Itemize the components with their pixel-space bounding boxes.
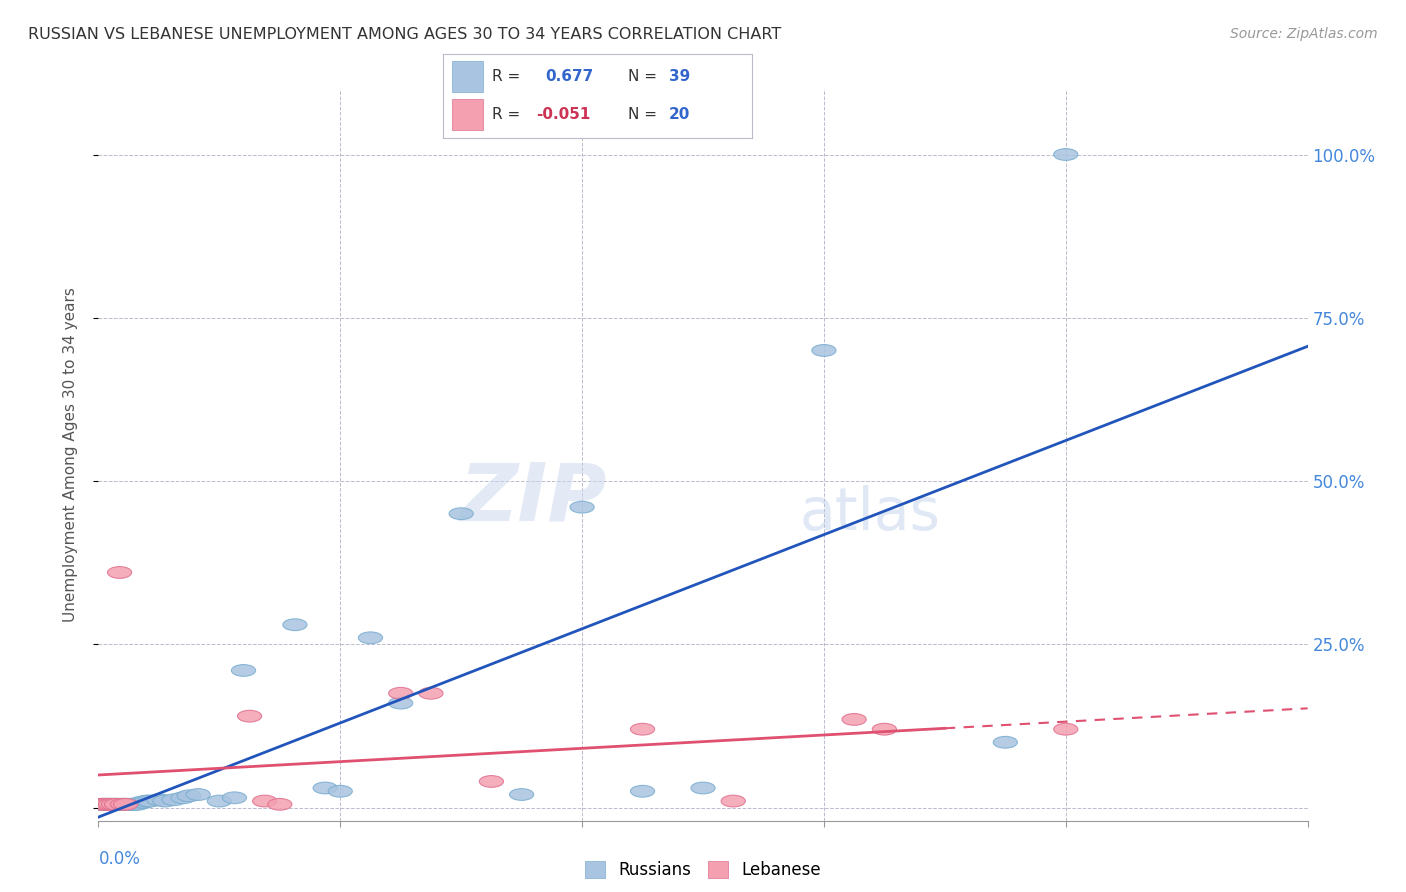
Ellipse shape xyxy=(125,798,150,810)
Text: -0.051: -0.051 xyxy=(536,107,591,122)
Ellipse shape xyxy=(419,688,443,699)
Text: R =: R = xyxy=(492,69,520,84)
Ellipse shape xyxy=(129,797,153,808)
Ellipse shape xyxy=(114,798,138,810)
Ellipse shape xyxy=(569,501,595,513)
Ellipse shape xyxy=(107,798,132,810)
Ellipse shape xyxy=(96,798,120,810)
Ellipse shape xyxy=(104,798,129,810)
Ellipse shape xyxy=(721,795,745,807)
Ellipse shape xyxy=(122,798,146,810)
Ellipse shape xyxy=(359,632,382,644)
Ellipse shape xyxy=(104,798,129,810)
Ellipse shape xyxy=(811,344,837,356)
Ellipse shape xyxy=(993,737,1018,748)
Ellipse shape xyxy=(96,798,120,810)
Text: N =: N = xyxy=(628,69,658,84)
Legend: Russians, Lebanese: Russians, Lebanese xyxy=(578,854,828,886)
Ellipse shape xyxy=(162,794,186,805)
Bar xyxy=(453,62,484,92)
Ellipse shape xyxy=(153,795,177,807)
Ellipse shape xyxy=(479,775,503,788)
Ellipse shape xyxy=(232,665,256,676)
Bar xyxy=(453,99,484,130)
Ellipse shape xyxy=(98,798,122,810)
Ellipse shape xyxy=(114,798,138,810)
Ellipse shape xyxy=(101,798,125,810)
Ellipse shape xyxy=(314,782,337,794)
Ellipse shape xyxy=(186,789,211,800)
Ellipse shape xyxy=(630,785,655,797)
Ellipse shape xyxy=(1053,149,1078,161)
Ellipse shape xyxy=(98,798,122,810)
Ellipse shape xyxy=(1053,723,1078,735)
Y-axis label: Unemployment Among Ages 30 to 34 years: Unemployment Among Ages 30 to 34 years xyxy=(63,287,77,623)
Ellipse shape xyxy=(138,795,162,807)
Ellipse shape xyxy=(388,688,413,699)
Ellipse shape xyxy=(222,792,246,804)
Text: Source: ZipAtlas.com: Source: ZipAtlas.com xyxy=(1230,27,1378,41)
Ellipse shape xyxy=(111,798,135,810)
Ellipse shape xyxy=(135,795,159,807)
Ellipse shape xyxy=(93,798,117,810)
Ellipse shape xyxy=(90,798,114,810)
Text: 0.677: 0.677 xyxy=(546,69,593,84)
Ellipse shape xyxy=(177,790,201,802)
Text: RUSSIAN VS LEBANESE UNEMPLOYMENT AMONG AGES 30 TO 34 YEARS CORRELATION CHART: RUSSIAN VS LEBANESE UNEMPLOYMENT AMONG A… xyxy=(28,27,782,42)
Ellipse shape xyxy=(107,566,132,578)
Text: ZIP: ZIP xyxy=(458,459,606,538)
Ellipse shape xyxy=(120,798,143,810)
Ellipse shape xyxy=(253,795,277,807)
Ellipse shape xyxy=(132,797,156,808)
Ellipse shape xyxy=(630,723,655,735)
Ellipse shape xyxy=(93,798,117,810)
Ellipse shape xyxy=(238,710,262,722)
Ellipse shape xyxy=(207,795,232,807)
Ellipse shape xyxy=(509,789,534,800)
Ellipse shape xyxy=(388,698,413,709)
Ellipse shape xyxy=(449,508,474,519)
Ellipse shape xyxy=(690,782,716,794)
Text: 39: 39 xyxy=(669,69,690,84)
Ellipse shape xyxy=(101,798,125,810)
Ellipse shape xyxy=(842,714,866,725)
Text: N =: N = xyxy=(628,107,658,122)
Ellipse shape xyxy=(283,619,307,631)
Text: R =: R = xyxy=(492,107,520,122)
Text: atlas: atlas xyxy=(800,485,941,542)
Ellipse shape xyxy=(90,798,114,810)
Ellipse shape xyxy=(872,723,897,735)
Ellipse shape xyxy=(146,794,172,805)
Ellipse shape xyxy=(172,792,195,804)
Text: 20: 20 xyxy=(669,107,690,122)
Text: 0.0%: 0.0% xyxy=(98,850,141,868)
Ellipse shape xyxy=(117,798,141,810)
Ellipse shape xyxy=(328,785,353,797)
Ellipse shape xyxy=(267,798,292,810)
Ellipse shape xyxy=(111,798,135,810)
